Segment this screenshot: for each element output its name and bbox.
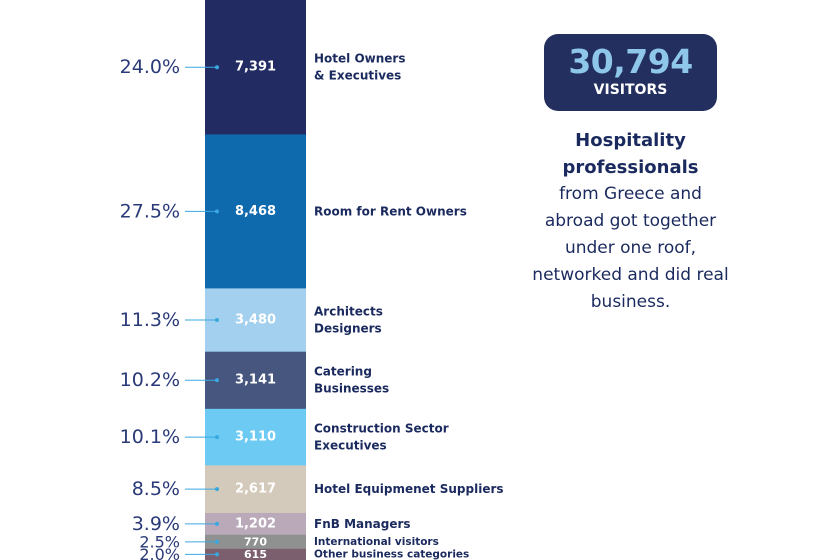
percent-label: 8.5%: [132, 478, 180, 500]
category-label: Hotel Equipmenet Suppliers: [314, 482, 504, 496]
summary-caption: Hospitality professionals from Greece an…: [530, 127, 731, 316]
connector-dot: [215, 209, 219, 214]
value-label: 3,480: [235, 313, 276, 328]
caption-body-text: from Greece and abroad got together unde…: [532, 184, 729, 312]
bar-segment: [205, 548, 306, 560]
bar-segment: [205, 465, 306, 514]
connector-dot: [215, 487, 219, 492]
value-label: 8,468: [235, 204, 276, 219]
category-label: Other business categories: [314, 548, 469, 560]
category-label: & Executives: [314, 69, 401, 83]
percent-label: 2.0%: [139, 545, 180, 560]
bar-segment: [205, 351, 306, 410]
bar-segment: [205, 288, 306, 353]
value-label: 3,141: [235, 373, 276, 388]
value-label: 3,110: [235, 430, 276, 445]
percent-label: 3.9%: [132, 513, 180, 535]
connector-dot: [215, 378, 219, 383]
category-label: Room for Rent Owners: [314, 204, 467, 218]
category-label: Businesses: [314, 382, 389, 396]
category-label: Designers: [314, 322, 382, 336]
connector-dot: [215, 521, 219, 526]
category-label: Architects: [314, 305, 383, 319]
bar-segment: [205, 0, 306, 135]
category-label: Catering: [314, 365, 372, 379]
category-label: Executives: [314, 439, 387, 453]
category-label: FnB Managers: [314, 517, 411, 531]
value-label: 7,391: [235, 60, 276, 75]
category-label: Hotel Owners: [314, 52, 405, 66]
connector-dot: [215, 435, 219, 440]
category-label: International visitors: [314, 536, 439, 548]
percent-label: 10.1%: [120, 426, 180, 448]
value-label: 2,617: [235, 482, 276, 497]
total-visitors-label: VISITORS: [593, 82, 668, 98]
total-visitors-number: 30,794: [568, 42, 693, 81]
connector-dot: [215, 539, 219, 544]
percent-label: 24.0%: [120, 56, 180, 78]
connector-dot: [215, 65, 219, 70]
caption-bold-text: Hospitality professionals: [562, 130, 699, 178]
bar-segment: [205, 512, 306, 536]
category-label: Construction Sector: [314, 422, 449, 436]
bar-segment: [205, 134, 306, 289]
percent-label: 10.2%: [120, 369, 180, 391]
percent-label: 2.5%: [139, 532, 180, 551]
percent-label: 11.3%: [120, 309, 180, 331]
percent-label: 27.5%: [120, 200, 180, 222]
value-label: 1,202: [235, 516, 276, 531]
connector-dot: [215, 552, 219, 557]
value-label: 770: [244, 535, 267, 548]
bar-segment: [205, 534, 306, 550]
value-label: 615: [244, 548, 267, 560]
total-visitors-badge: 30,794 VISITORS: [544, 34, 717, 111]
connector-dot: [215, 318, 219, 323]
bar-segment: [205, 408, 306, 466]
